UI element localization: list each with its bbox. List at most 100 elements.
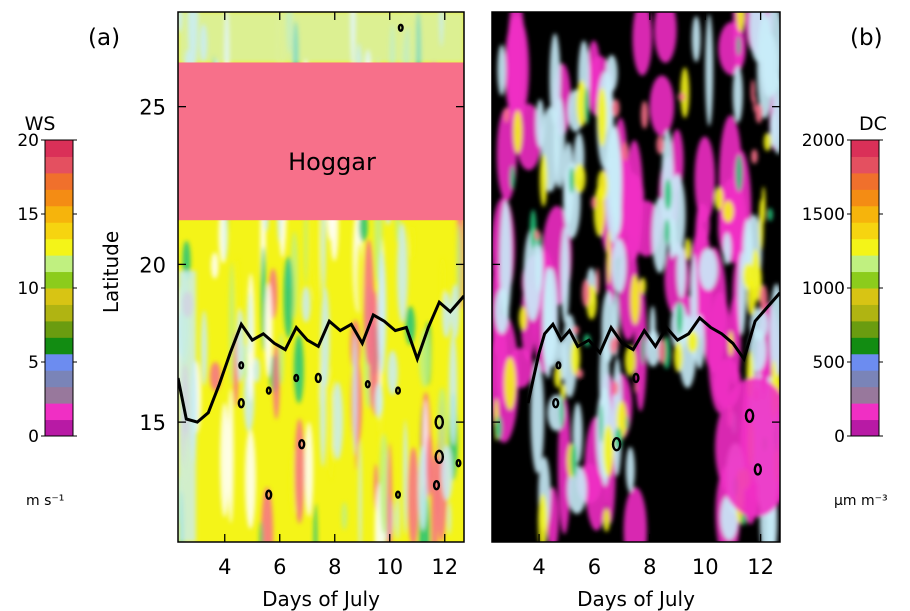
panel-b-field — [492, 12, 780, 542]
field-streak — [426, 431, 433, 497]
plume-blob — [553, 97, 566, 189]
colorbar-swatch — [45, 222, 73, 240]
plume-blob — [715, 377, 780, 518]
contour-island — [397, 23, 404, 32]
plume-blob — [670, 129, 684, 193]
field-streak — [352, 333, 358, 456]
colorbar-tick-label: 500 — [813, 353, 845, 373]
plume-blob — [497, 44, 506, 96]
contour-island — [455, 458, 462, 468]
plume-blob — [680, 67, 690, 119]
x-axis-label-a: Days of July — [262, 587, 380, 611]
contour-island — [753, 463, 763, 476]
plume-blob — [751, 149, 758, 164]
panel-b-frame — [491, 11, 781, 543]
colorbar-tick-label: 20 — [17, 131, 39, 151]
plume-blob — [573, 163, 586, 194]
plume-blob — [722, 232, 732, 265]
x-tick-label: 8 — [328, 555, 341, 579]
plume-blob — [694, 136, 716, 223]
plume-blob — [673, 341, 683, 373]
colorbar-swatch — [45, 271, 73, 289]
field-streak — [418, 445, 428, 531]
field-streak — [431, 454, 439, 542]
field-streak — [397, 222, 408, 324]
plume-blob — [749, 308, 769, 341]
x-tick-label: 6 — [273, 555, 286, 579]
colorbar-swatch — [851, 353, 879, 371]
contour-island — [298, 439, 306, 450]
plume-blob — [530, 359, 545, 474]
plume-blob — [714, 187, 724, 211]
field-streak — [395, 495, 400, 540]
plume-blob — [554, 365, 562, 389]
colorbar-swatch — [851, 288, 879, 305]
plume-blob — [599, 333, 610, 426]
panel-a-axes: 4 6 8 10 12 15 20 25 — [139, 12, 464, 579]
field-streak — [220, 402, 230, 518]
field-streak — [229, 262, 235, 387]
plume-blob — [658, 338, 666, 365]
plume-blob — [515, 103, 542, 171]
plume-blob — [621, 141, 629, 161]
contour-island — [580, 380, 587, 389]
field-streak — [409, 226, 415, 259]
colorbar-swatch — [851, 271, 879, 289]
colorbar-b-ticks: 0 500 1000 1500 2000 — [802, 131, 883, 447]
plume-blob — [722, 200, 734, 223]
plume-blob — [769, 283, 780, 386]
contour-island — [632, 372, 640, 384]
plume-blob — [494, 288, 510, 335]
field-streak — [211, 252, 219, 279]
plume-blob — [605, 127, 622, 244]
panel-a-frame — [177, 11, 465, 543]
colorbar-swatch — [851, 320, 879, 338]
colorbar-swatch — [45, 288, 73, 305]
field-streak — [363, 239, 375, 366]
contour-island — [434, 414, 445, 430]
x-tick-label: 10 — [376, 555, 403, 579]
panel-label-b: (b) — [850, 25, 883, 51]
plume-blob — [676, 244, 686, 299]
colorbar-swatch — [851, 172, 879, 190]
field-streak — [259, 521, 263, 542]
colorbar-swatch — [45, 205, 73, 223]
plume-blob — [576, 368, 584, 379]
panel-a: Hoggar 4 6 8 10 12 15 20 25 — [139, 11, 465, 579]
field-streak — [378, 412, 382, 450]
colorbar-tick-label: 0 — [834, 427, 845, 447]
field-streak — [200, 310, 208, 386]
field-streak — [313, 503, 318, 542]
plume-blob — [510, 165, 515, 190]
panel-a-contour-islands — [237, 23, 462, 500]
field-streak — [379, 433, 389, 534]
colorbar-a-ticks: 0 5 10 15 20 — [17, 131, 77, 447]
plume-blob — [632, 12, 653, 76]
x-tick-label: 6 — [588, 555, 601, 579]
field-streak — [448, 332, 458, 446]
colorbar-a-unit: m s⁻¹ — [26, 493, 64, 509]
colorbar-tick-label: 1000 — [802, 279, 845, 299]
plume-blob — [625, 446, 635, 493]
plume-blob — [732, 65, 743, 123]
plume-blob — [581, 279, 590, 307]
field-streak — [442, 291, 451, 339]
plume-blob — [662, 336, 671, 370]
plume-blob — [736, 12, 745, 33]
colorbar-swatch — [851, 238, 879, 256]
plume-blob — [769, 111, 777, 148]
plume-blob — [504, 357, 516, 411]
plume-blob — [535, 99, 545, 148]
field-streak — [218, 207, 228, 264]
y-axis-label: Latitude — [99, 231, 123, 313]
colorbar-swatch — [45, 255, 73, 273]
x-tick-label: 10 — [692, 555, 719, 579]
contour-island — [238, 361, 245, 370]
colorbar-swatch — [45, 386, 73, 404]
plume-blob — [610, 337, 618, 355]
plume-blob — [603, 424, 614, 477]
plume-blob — [767, 208, 773, 222]
plume-blob — [569, 167, 575, 194]
plume-blob — [746, 277, 757, 316]
plume-blob — [503, 107, 510, 123]
